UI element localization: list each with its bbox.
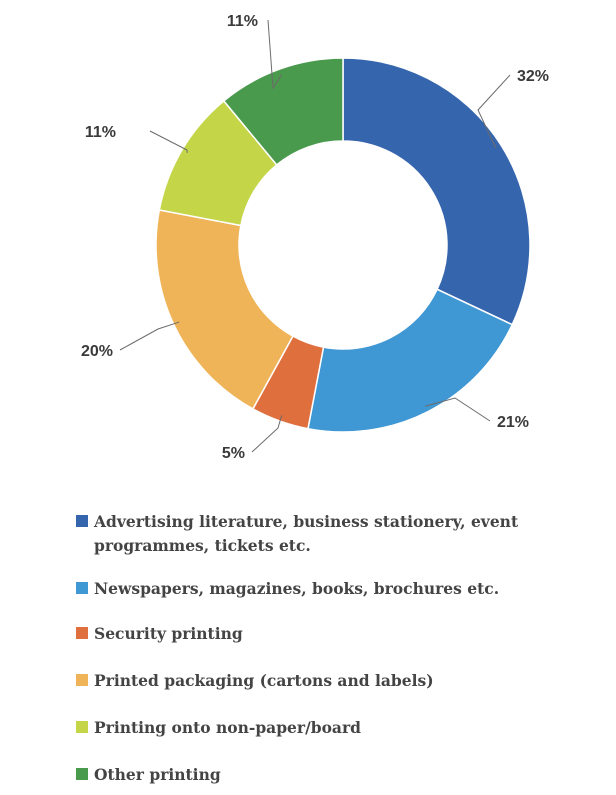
- legend-label: Other printing: [94, 765, 221, 784]
- legend-swatch: [76, 627, 88, 639]
- legend-swatch: [76, 515, 88, 527]
- slice-advertising-literature-business-stationery-event-programmes-tickets-etc: [342, 57, 531, 326]
- data-label: 11%: [227, 13, 258, 30]
- legend-item: Newspapers, magazines, books, brochures …: [76, 577, 596, 601]
- leader-line: [425, 397, 491, 422]
- legend: Advertising literature, business station…: [76, 510, 596, 787]
- legend-swatch: [76, 674, 88, 686]
- slice-newspapers-magazines-books-brochures-etc: [307, 288, 514, 433]
- legend-item: Security printing: [76, 622, 596, 646]
- legend-swatch: [76, 721, 88, 733]
- legend-swatch: [76, 768, 88, 780]
- data-label: 21%: [497, 414, 529, 431]
- leader-line: [149, 130, 188, 153]
- donut-chart: 32% 21% 5% 20% 11% 11%: [81, 13, 549, 462]
- legend-label: Advertising literature, business station…: [94, 512, 519, 555]
- leader-line: [119, 321, 180, 351]
- legend-swatch: [76, 582, 88, 594]
- data-label: 32%: [517, 68, 549, 85]
- legend-item: Printing onto non-paper/board: [76, 716, 596, 740]
- legend-item: Advertising literature, business station…: [76, 510, 596, 558]
- legend-item: Printed packaging (cartons and labels): [76, 669, 596, 693]
- data-label: 20%: [81, 343, 113, 360]
- leader-line: [267, 19, 283, 90]
- data-label: 5%: [222, 445, 245, 462]
- data-label: 11%: [85, 124, 116, 141]
- legend-label: Security printing: [94, 624, 243, 643]
- legend-label: Printing onto non-paper/board: [94, 718, 361, 737]
- slice-other-printing: [222, 57, 344, 166]
- legend-item: Other printing: [76, 763, 596, 787]
- leader-line: [477, 74, 511, 149]
- legend-label: Newspapers, magazines, books, brochures …: [94, 579, 500, 598]
- legend-label: Printed packaging (cartons and labels): [94, 671, 434, 690]
- slice-printed-packaging-cartons-and-labels: [155, 209, 294, 410]
- leader-line: [251, 415, 283, 453]
